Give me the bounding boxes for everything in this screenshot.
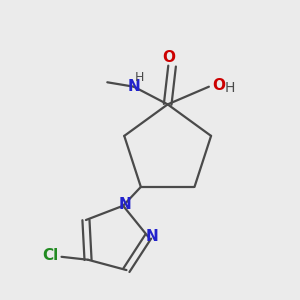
Text: O: O: [212, 78, 225, 93]
Text: N: N: [118, 197, 131, 212]
Text: N: N: [145, 229, 158, 244]
Text: H: H: [134, 71, 144, 84]
Text: Cl: Cl: [42, 248, 58, 263]
Text: N: N: [128, 79, 140, 94]
Text: O: O: [163, 50, 176, 65]
Text: H: H: [225, 81, 236, 95]
